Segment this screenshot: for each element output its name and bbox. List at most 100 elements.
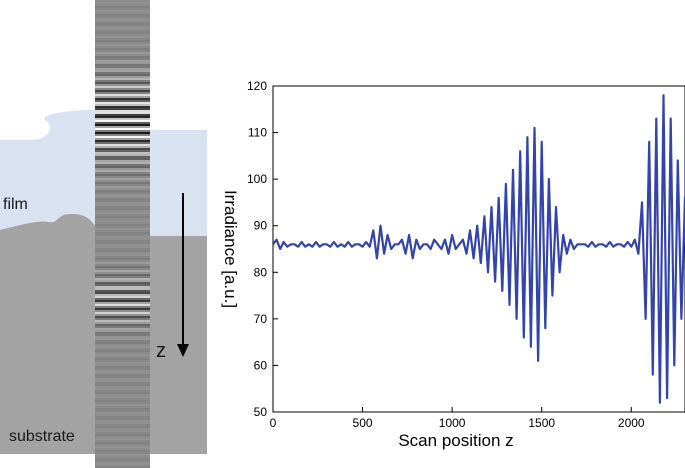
substrate-label: substrate [9,428,75,445]
series-layer [273,94,685,404]
fringe-line [95,46,150,48]
fringe-line [95,134,150,136]
fringe-line [95,154,150,156]
fringe-line [95,12,150,14]
fringe-line [95,194,150,196]
scan-axis-label: z [156,340,166,362]
fringe-line [95,210,150,212]
fringe-line [95,454,150,456]
y-axis-title: Irradiance [a.u.] [221,190,240,308]
fringe-line [95,186,150,188]
fringe-line [95,306,150,308]
fringe-line [95,400,150,402]
fringe-line [95,392,150,394]
fringe-line [95,326,150,328]
fringe-line [95,34,150,36]
fringe-line [95,68,150,70]
fringe-line [95,430,150,432]
fringe-line [95,104,150,106]
fringe-line [95,236,150,238]
fringe-line [95,422,150,424]
fringe-line [95,188,150,190]
x-tick-label: 1000 [439,416,466,430]
fringe-line [95,290,150,292]
fringe-line [95,196,150,198]
fringe-line [95,318,150,320]
fringe-line [95,26,150,28]
fringe-line [95,292,150,294]
fringe-line [95,54,150,56]
fringe-line [95,380,150,382]
fringe-line [95,130,150,132]
fringe-line [95,320,150,322]
thin-film-schematic: film substrate z [0,0,207,468]
fringe-line [95,76,150,78]
fringe-line [95,428,150,430]
fringe-line [95,78,150,80]
fringe-line [95,238,150,240]
fringe-line [95,458,150,460]
x-tick-label: 1500 [528,416,555,430]
y-tick-label: 70 [254,312,268,326]
fringe-line [95,372,150,374]
fringe-line [95,438,150,440]
fringe-line [95,10,150,12]
fringe-line [95,310,150,312]
fringe-line [95,156,150,158]
fringe-line [95,128,150,130]
fringe-line [95,16,150,18]
fringe-line [95,28,150,30]
fringe-line [95,460,150,462]
fringe-line [95,356,150,358]
fringe-line [95,388,150,390]
fringe-line [95,390,150,392]
fringe-line [95,184,150,186]
fringe-line [95,328,150,330]
fringe-line [95,360,150,362]
fringe-line [95,230,150,232]
fringe-line [95,114,150,116]
fringe-line [95,74,150,76]
fringe-line [95,302,150,304]
scan-arrow-head-icon [177,344,189,357]
fringe-line [95,466,150,468]
fringe-line [95,108,150,110]
fringe-line [95,170,150,172]
fringe-line [95,88,150,90]
fringe-line [95,426,150,428]
fringe-line [95,418,150,420]
fringe-line [95,206,150,208]
series-line [273,94,685,404]
fringe-line [95,416,150,418]
fringe-line [95,244,150,246]
fringe-line [95,242,150,244]
fringe-line [95,396,150,398]
fringe-line [95,234,150,236]
fringe-line [95,348,150,350]
fringe-line [95,226,150,228]
fringe-line [95,280,150,282]
fringe-line [95,304,150,306]
fringe-line [95,464,150,466]
fringe-line [95,274,150,276]
fringe-line [95,168,150,170]
fringe-line [95,116,150,118]
fringe-line [95,254,150,256]
fringe-line [95,112,150,114]
fringe-line [95,58,150,60]
fringe-line [95,268,150,270]
fringe-line [95,240,150,242]
x-tick-label: 0 [270,416,277,430]
fringe-line [95,298,150,300]
fringe-line [95,456,150,458]
y-tick-label: 120 [247,79,267,93]
fringe-line [95,124,150,126]
fringe-line [95,420,150,422]
fringe-line [95,246,150,248]
fringe-line [95,94,150,96]
fringe-line [95,90,150,92]
fringe-line [95,342,150,344]
y-tick-label: 100 [247,172,267,186]
fringe-line [95,66,150,68]
interference-fringe-strip [95,0,150,468]
